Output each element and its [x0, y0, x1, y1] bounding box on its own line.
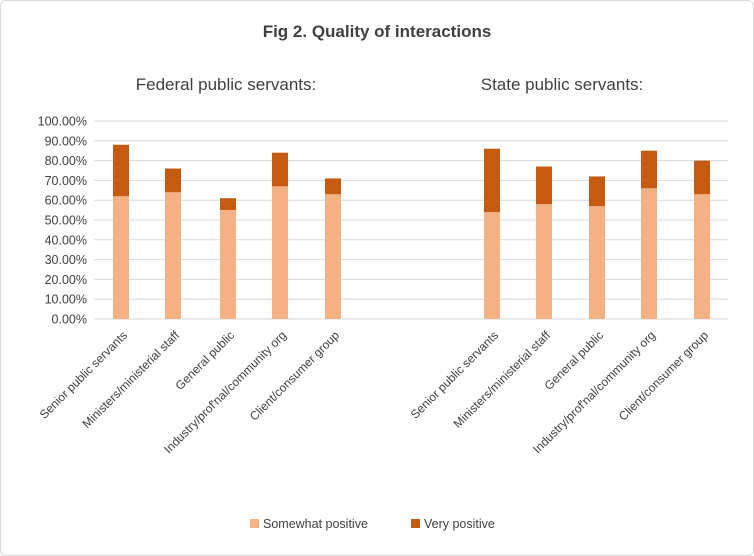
y-axis: 0.00% 10.00% 20.00% 30.00% 40.00% 50.00% 60.00… [38, 115, 87, 327]
group-title-federal: Federal public servants: [136, 75, 316, 94]
bar-somewhat-positive-general-public [220, 210, 236, 319]
y-tick-label: 70.00% [45, 174, 87, 188]
y-tick-label: 80.00% [45, 154, 87, 168]
bar-very-positive-client-consumer-group [325, 178, 341, 195]
legend-label-very-positive: Very positive [424, 517, 495, 531]
bar-very-positive-industry-prof-nal-community-org [641, 150, 657, 189]
x-tick-label: Client/consumer group [247, 328, 342, 423]
bar-very-positive-general-public [589, 176, 605, 207]
bar-very-positive-ministers-ministerial-staff [536, 166, 552, 205]
bar-very-positive-industry-prof-nal-community-org [272, 152, 288, 187]
y-tick-label: 90.00% [45, 134, 87, 148]
bar-somewhat-positive-client-consumer-group [325, 194, 341, 319]
y-tick-label: 0.00% [52, 313, 87, 327]
x-tick-label: Client/consumer group [616, 328, 711, 423]
y-tick-label: 20.00% [45, 273, 87, 287]
y-tick-label: 50.00% [45, 214, 87, 228]
bars [113, 144, 710, 319]
bar-very-positive-ministers-ministerial-staff [165, 168, 181, 193]
y-tick-label: 40.00% [45, 233, 87, 247]
bar-very-positive-senior-public-servants [113, 144, 129, 197]
x-tick-label: Ministers/ministerial staff [79, 328, 182, 431]
bar-somewhat-positive-general-public [589, 206, 605, 319]
bar-very-positive-senior-public-servants [484, 148, 500, 213]
bar-somewhat-positive-senior-public-servants [484, 212, 500, 319]
chart-title: Fig 2. Quality of interactions [263, 22, 492, 41]
x-tick-label: Senior public servants [37, 328, 130, 421]
y-tick-label: 10.00% [45, 293, 87, 307]
bar-somewhat-positive-ministers-ministerial-staff [165, 192, 181, 319]
legend-swatch-somewhat-positive [250, 519, 259, 528]
y-tick-label: 60.00% [45, 194, 87, 208]
legend-label-somewhat-positive: Somewhat positive [263, 517, 368, 531]
bar-somewhat-positive-industry-prof-nal-community-org [272, 186, 288, 319]
gridlines [94, 120, 728, 320]
x-axis: Senior public servantsMinisters/minister… [37, 328, 712, 456]
legend: Somewhat positive Very positive [250, 517, 495, 531]
legend-swatch-very-positive [411, 519, 420, 528]
y-tick-label: 100.00% [38, 115, 87, 129]
x-tick-label: Ministers/ministerial staff [450, 328, 553, 431]
bar-somewhat-positive-client-consumer-group [694, 194, 710, 319]
bar-somewhat-positive-industry-prof-nal-community-org [641, 188, 657, 319]
bar-very-positive-general-public [220, 198, 236, 211]
group-title-state: State public servants: [481, 75, 644, 94]
x-tick-label: Senior public servants [408, 328, 501, 421]
bar-somewhat-positive-ministers-ministerial-staff [536, 204, 552, 319]
bar-somewhat-positive-senior-public-servants [113, 196, 129, 319]
bar-very-positive-client-consumer-group [694, 160, 710, 195]
y-tick-label: 30.00% [45, 253, 87, 267]
